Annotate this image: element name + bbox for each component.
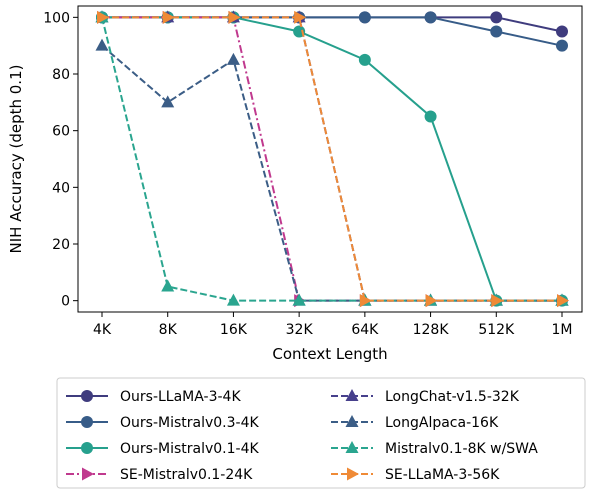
series-line xyxy=(101,44,562,302)
series-longalpaca-16k xyxy=(95,38,569,306)
data-point xyxy=(161,95,175,108)
data-point xyxy=(424,11,437,24)
legend-entry-mistralv0-1-8k-w-swa: Mistralv0.1-8K w/SWA xyxy=(331,441,538,457)
y-tick-label: 0 xyxy=(61,294,70,310)
legend: Ours-LLaMA-3-4K Ours-Mistralv0.3-4K Ours-M… xyxy=(56,377,586,489)
data-point xyxy=(425,294,438,308)
x-tick-label: 16K xyxy=(220,322,248,338)
data-point xyxy=(359,294,372,308)
y-axis: 0 20 40 60 80 100 xyxy=(43,10,78,310)
legend-label: LongChat-v1.5-32K xyxy=(385,389,520,405)
series-layer xyxy=(95,10,569,308)
data-point xyxy=(490,11,503,24)
data-point xyxy=(226,293,240,306)
legend-label: Mistralv0.1-8K w/SWA xyxy=(385,441,538,457)
y-axis-label: NIH Accuracy (depth 0.1) xyxy=(7,65,25,254)
y-tick-label: 60 xyxy=(52,124,70,140)
plot-frame xyxy=(77,5,583,313)
data-point xyxy=(358,53,371,66)
legend-entry-se-mistralv0-1-24k: SE-Mistralv0.1-24K xyxy=(66,467,253,483)
legend-entry-se-llama-3-56k: SE-LLaMA-3-56K xyxy=(331,467,500,483)
legend-marker xyxy=(81,442,93,454)
x-tick-label: 32K xyxy=(286,322,314,338)
y-tick-label: 40 xyxy=(52,180,70,196)
y-tick-label: 80 xyxy=(52,67,70,83)
data-point xyxy=(228,10,241,24)
legend-entry-ours-mistralv0-1-4k: Ours-Mistralv0.1-4K xyxy=(66,441,259,457)
data-point xyxy=(491,294,504,308)
y-tick-label: 100 xyxy=(43,10,70,26)
legend-marker xyxy=(81,416,93,428)
legend-label: Ours-LLaMA-3-4K xyxy=(120,389,241,405)
series-se-llama-3-56k xyxy=(97,10,569,308)
x-tick-label: 64K xyxy=(351,322,379,338)
x-axis-label: Context Length xyxy=(272,345,387,363)
data-point xyxy=(556,25,568,38)
series-line xyxy=(102,16,562,302)
data-point xyxy=(557,294,569,308)
x-tick-label: 4K xyxy=(93,322,112,338)
data-point xyxy=(162,10,175,24)
legend-label: SE-LLaMA-3-56K xyxy=(385,467,500,483)
legend-label: SE-Mistralv0.1-24K xyxy=(120,467,253,483)
legend-marker xyxy=(345,389,359,401)
x-tick-label: 8K xyxy=(159,322,178,338)
legend-label: Ours-Mistralv0.3-4K xyxy=(120,415,259,431)
legend-frame xyxy=(56,377,586,489)
data-point xyxy=(161,279,175,292)
legend-entry-longalpaca-16k: LongAlpaca-16K xyxy=(331,415,499,431)
legend-entry-ours-llama-3-4k: Ours-LLaMA-3-4K xyxy=(66,389,241,405)
data-point xyxy=(294,10,307,24)
data-point xyxy=(97,10,109,24)
x-tick-label: 512K xyxy=(478,322,515,338)
legend-entry-longchat-v1-5-32k: LongChat-v1.5-32K xyxy=(331,389,520,405)
legend-marker xyxy=(81,390,93,402)
data-point xyxy=(226,52,240,65)
legend-marker xyxy=(82,467,94,481)
data-point xyxy=(292,293,306,306)
legend-marker xyxy=(345,441,359,453)
legend-marker xyxy=(345,415,359,427)
legend-label: Ours-Mistralv0.1-4K xyxy=(120,441,259,457)
legend-label: LongAlpaca-16K xyxy=(385,415,499,431)
data-point xyxy=(424,110,437,123)
x-tick-label: 128K xyxy=(413,322,450,338)
legend-entry-ours-mistralv0-3-4k: Ours-Mistralv0.3-4K xyxy=(66,415,259,431)
series-line xyxy=(101,17,562,302)
data-point xyxy=(95,38,109,51)
y-tick-label: 20 xyxy=(52,237,70,253)
legend-marker xyxy=(347,467,359,481)
data-point xyxy=(490,25,503,38)
data-point xyxy=(358,11,371,24)
data-point xyxy=(556,39,568,52)
x-tick-label: 1M xyxy=(552,322,573,338)
x-axis: 4K 8K 16K 32K 64K 128K 512K 1M xyxy=(93,312,573,338)
